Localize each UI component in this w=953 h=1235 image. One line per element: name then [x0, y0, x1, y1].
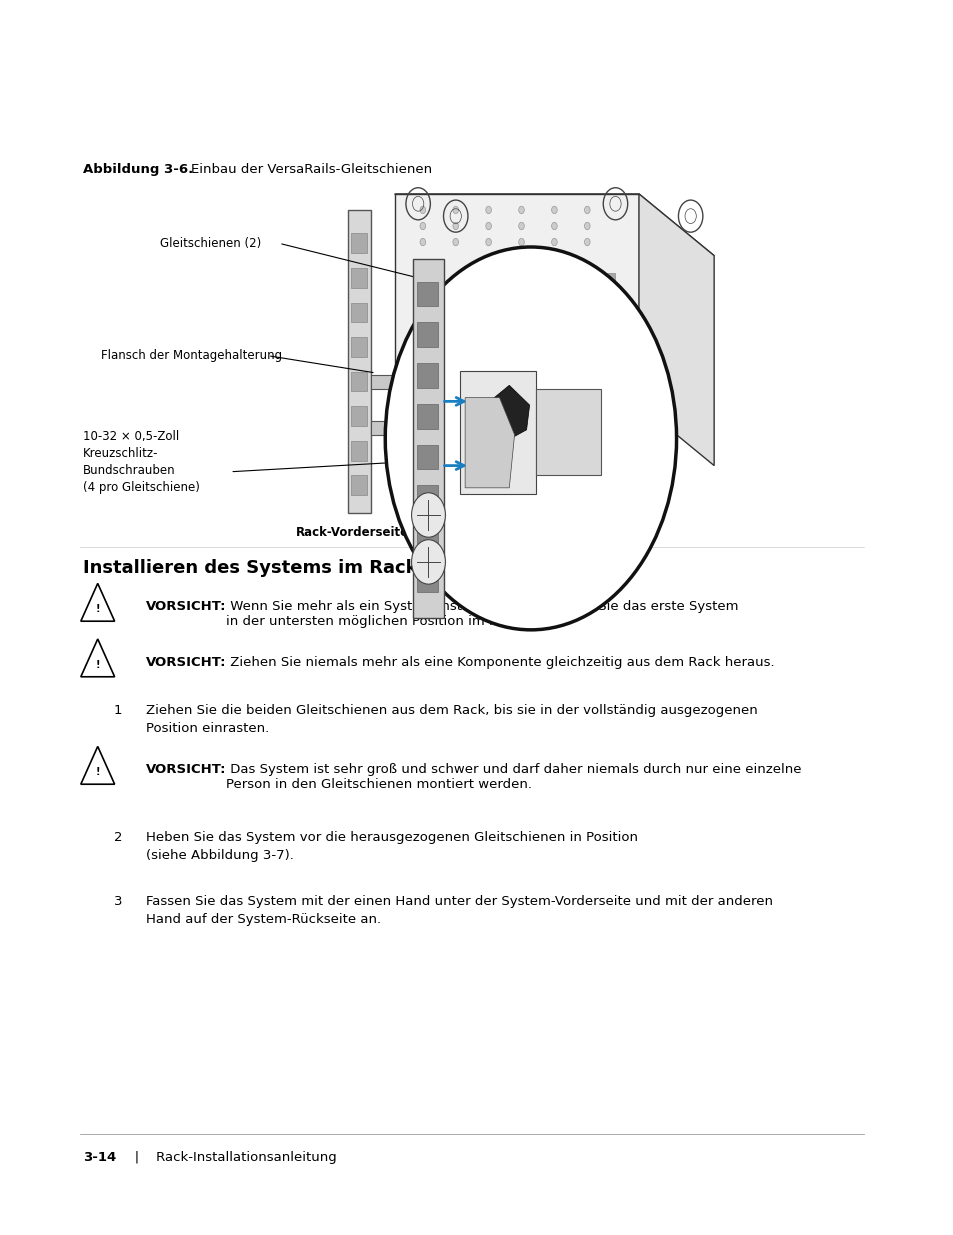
- Text: 10-32 × 0,5-Zoll
Kreuzschlitz-
Bundschrauben
(4 pro Gleitschiene): 10-32 × 0,5-Zoll Kreuzschlitz- Bundschra…: [83, 430, 199, 494]
- FancyBboxPatch shape: [416, 567, 437, 592]
- Circle shape: [584, 206, 590, 214]
- FancyBboxPatch shape: [416, 404, 437, 429]
- FancyBboxPatch shape: [416, 526, 437, 551]
- FancyBboxPatch shape: [602, 342, 615, 359]
- FancyBboxPatch shape: [351, 268, 367, 288]
- Circle shape: [518, 238, 524, 246]
- FancyBboxPatch shape: [416, 322, 437, 347]
- FancyBboxPatch shape: [413, 259, 443, 618]
- FancyBboxPatch shape: [416, 363, 437, 388]
- Text: 1: 1: [113, 704, 122, 718]
- Circle shape: [485, 222, 491, 230]
- Text: 3: 3: [113, 895, 122, 909]
- Circle shape: [453, 238, 458, 246]
- Circle shape: [419, 222, 425, 230]
- Text: VORSICHT:: VORSICHT:: [146, 763, 226, 777]
- Polygon shape: [478, 385, 529, 442]
- Circle shape: [485, 206, 491, 214]
- Text: Rack-Vorderseite: Rack-Vorderseite: [295, 526, 409, 540]
- Circle shape: [518, 222, 524, 230]
- FancyBboxPatch shape: [602, 411, 615, 429]
- Text: !: !: [95, 767, 100, 777]
- Text: 3-14: 3-14: [83, 1151, 116, 1165]
- FancyBboxPatch shape: [602, 273, 615, 290]
- FancyBboxPatch shape: [371, 375, 596, 389]
- Circle shape: [584, 222, 590, 230]
- Circle shape: [453, 206, 458, 214]
- Circle shape: [419, 238, 425, 246]
- Circle shape: [551, 206, 557, 214]
- Text: VORSICHT:: VORSICHT:: [146, 600, 226, 614]
- Circle shape: [518, 206, 524, 214]
- Text: VORSICHT:: VORSICHT:: [146, 656, 226, 669]
- Text: Heben Sie das System vor die herausgezogenen Gleitschienen in Position
(siehe Ab: Heben Sie das System vor die herausgezog…: [146, 831, 637, 862]
- FancyBboxPatch shape: [460, 370, 535, 494]
- Text: Abbildung 3-6.: Abbildung 3-6.: [83, 163, 193, 177]
- Circle shape: [551, 222, 557, 230]
- FancyBboxPatch shape: [535, 389, 600, 475]
- Circle shape: [411, 540, 445, 584]
- Text: Installieren des Systems im Rack: Installieren des Systems im Rack: [83, 559, 416, 578]
- Text: Einbau der VersaRails-Gleitschienen: Einbau der VersaRails-Gleitschienen: [191, 163, 432, 177]
- Circle shape: [551, 238, 557, 246]
- Circle shape: [584, 238, 590, 246]
- FancyBboxPatch shape: [351, 441, 367, 461]
- FancyBboxPatch shape: [351, 337, 367, 357]
- Text: Wenn Sie mehr als ein System installieren, installieren Sie das erste System
in : Wenn Sie mehr als ein System installiere…: [226, 600, 739, 629]
- Text: Das System ist sehr groß und schwer und darf daher niemals durch nur eine einzel: Das System ist sehr groß und schwer und …: [226, 763, 801, 792]
- FancyBboxPatch shape: [351, 233, 367, 253]
- FancyBboxPatch shape: [351, 406, 367, 426]
- Text: !: !: [95, 604, 100, 614]
- Text: Flansch der Montagehalterung: Flansch der Montagehalterung: [101, 350, 282, 362]
- Polygon shape: [395, 194, 714, 256]
- Text: !: !: [95, 659, 100, 669]
- Text: Gleitschienen (2): Gleitschienen (2): [159, 237, 261, 249]
- FancyBboxPatch shape: [416, 282, 437, 306]
- FancyBboxPatch shape: [351, 372, 367, 391]
- FancyBboxPatch shape: [416, 445, 437, 469]
- FancyBboxPatch shape: [416, 485, 437, 510]
- Circle shape: [453, 222, 458, 230]
- FancyBboxPatch shape: [351, 303, 367, 322]
- Text: |    Rack-Installationsanleitung: | Rack-Installationsanleitung: [122, 1151, 336, 1165]
- Text: Ziehen Sie niemals mehr als eine Komponente gleichzeitig aus dem Rack heraus.: Ziehen Sie niemals mehr als eine Kompone…: [226, 656, 774, 669]
- Circle shape: [485, 238, 491, 246]
- Polygon shape: [395, 194, 639, 404]
- FancyBboxPatch shape: [371, 421, 596, 435]
- Text: 2: 2: [113, 831, 122, 845]
- Circle shape: [419, 206, 425, 214]
- Circle shape: [385, 247, 676, 630]
- FancyBboxPatch shape: [347, 210, 371, 513]
- Circle shape: [411, 493, 445, 537]
- FancyBboxPatch shape: [602, 377, 615, 394]
- Text: Fassen Sie das System mit der einen Hand unter der System-Vorderseite und mit de: Fassen Sie das System mit der einen Hand…: [146, 895, 772, 926]
- FancyBboxPatch shape: [602, 308, 615, 325]
- FancyBboxPatch shape: [600, 210, 618, 451]
- Text: Ziehen Sie die beiden Gleitschienen aus dem Rack, bis sie in der vollständig aus: Ziehen Sie die beiden Gleitschienen aus …: [146, 704, 757, 735]
- FancyBboxPatch shape: [351, 475, 367, 495]
- Polygon shape: [639, 194, 714, 466]
- Polygon shape: [465, 398, 514, 488]
